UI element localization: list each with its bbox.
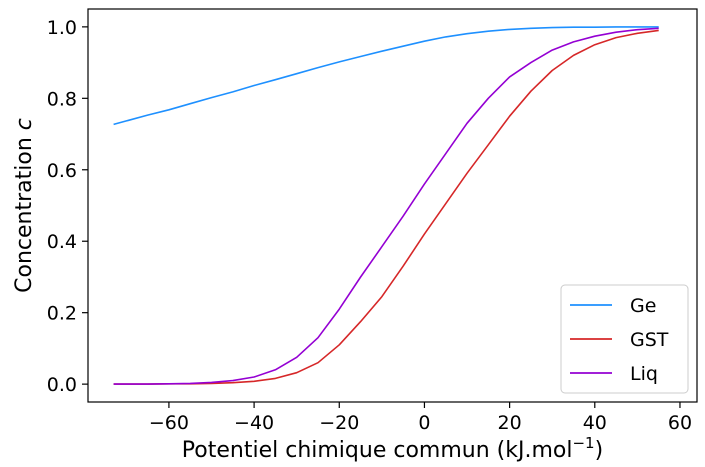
legend-label-liq: Liq (630, 363, 658, 385)
y-tick-label: 0.0 (47, 374, 77, 396)
legend: Ge GST Liq (560, 284, 689, 394)
y-axis-label-main: Concentration (12, 130, 37, 293)
series-line-gst (113, 29, 659, 385)
x-tick-label: 0 (418, 412, 430, 434)
y-tick-label: 0.2 (47, 303, 77, 325)
plot-area-frame (87, 8, 698, 403)
y-tick-label: 0.6 (47, 160, 77, 182)
x-axis-ticks: −60 −40 −20 0 20 40 60 (149, 402, 692, 434)
x-axis-label-superscript: −1 (572, 434, 594, 452)
x-tick-label: −20 (319, 412, 359, 434)
x-tick-label: 40 (583, 412, 607, 434)
x-tick-label: 20 (498, 412, 522, 434)
y-axis-label-variable: c (12, 118, 37, 130)
x-axis-label-suffix: ) (595, 438, 604, 463)
y-tick-label: 0.8 (47, 88, 77, 110)
y-axis-label: Concentration c (12, 118, 37, 293)
y-tick-label: 1.0 (47, 17, 77, 39)
series-line-liq (113, 27, 659, 385)
y-axis-ticks: 0.0 0.2 0.4 0.6 0.8 1.0 (47, 17, 88, 396)
y-tick-label: 0.4 (47, 231, 77, 253)
x-tick-label: −40 (234, 412, 274, 434)
legend-box (560, 284, 689, 394)
series-line-ge (113, 26, 659, 126)
x-tick-label: 60 (668, 412, 692, 434)
x-axis-label-main: Potentiel chimique commun (kJ.mol (182, 438, 573, 463)
x-axis-label: Potentiel chimique commun (kJ.mol−1) (182, 434, 603, 463)
legend-label-gst: GST (630, 329, 669, 351)
x-tick-label: −60 (149, 412, 189, 434)
series-layer (113, 26, 659, 385)
legend-label-ge: Ge (630, 295, 656, 317)
